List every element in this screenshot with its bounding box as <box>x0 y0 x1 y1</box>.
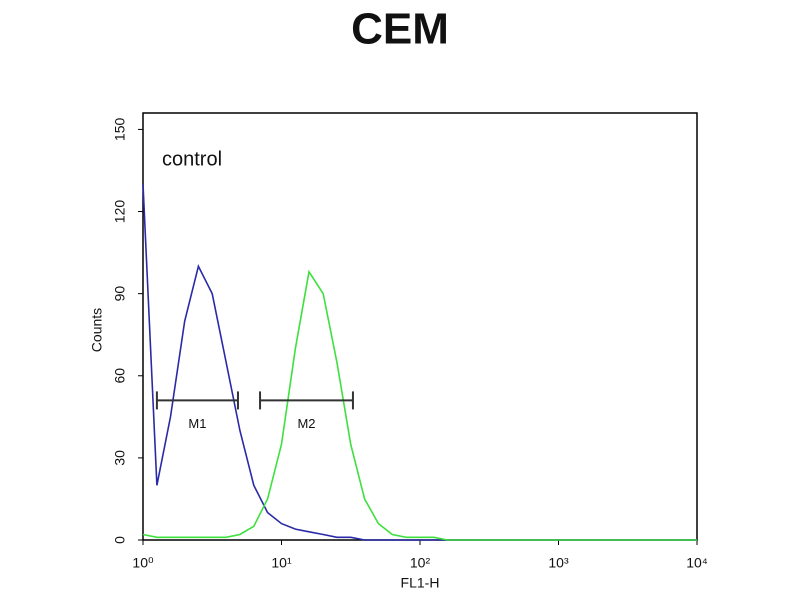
chart-title: CEM <box>351 5 449 54</box>
annotation: control <box>162 148 222 170</box>
y-axis-label: Counts <box>89 308 105 352</box>
y-tick-label: 30 <box>112 450 128 466</box>
y-tick-label: 90 <box>112 286 128 302</box>
x-tick-label: 10⁴ <box>686 555 708 571</box>
series-line <box>142 184 697 541</box>
series-line <box>142 269 697 541</box>
x-tick-label: 10¹ <box>271 555 292 571</box>
y-tick-label: 150 <box>112 118 128 142</box>
y-tick-label: 60 <box>112 368 128 384</box>
marker-label: M1 <box>188 416 206 431</box>
plot-frame <box>142 112 698 541</box>
x-tick-label: 10³ <box>548 555 569 571</box>
x-tick-label: 10⁰ <box>132 555 154 571</box>
y-tick-label: 120 <box>112 200 128 224</box>
x-tick-label: 10² <box>410 555 431 571</box>
y-tick-label: 0 <box>112 536 128 544</box>
marker-label: M2 <box>297 416 315 431</box>
x-axis-label: FL1-H <box>401 575 440 591</box>
